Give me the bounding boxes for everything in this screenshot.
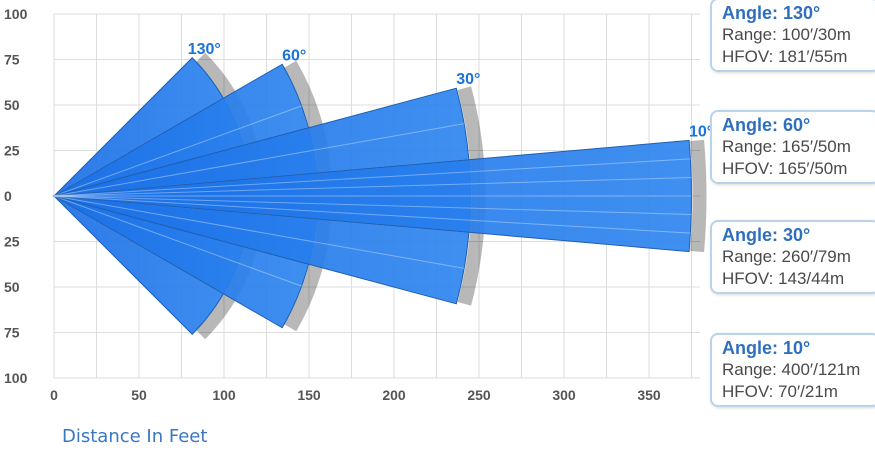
beam-10-deg [53,139,692,253]
x-tick-label: 50 [131,387,147,403]
info-box-130: Angle: 130° Range: 100′/30m HFOV: 181′/5… [710,0,875,72]
beam-angle-label: 60° [282,47,306,64]
info-box-10: Angle: 10° Range: 400′/121m HFOV: 70′/21… [710,333,875,407]
beam-shadow [690,139,707,253]
y-tick-label: 50 [4,279,20,295]
beam-ray [53,195,302,287]
beam-angle-label: 30° [456,71,480,88]
beam-ray [53,158,691,197]
info-hfov: HFOV: 70′/21m [722,382,838,401]
info-title: Angle: 60° [722,115,811,135]
x-tick-label: 150 [297,387,321,403]
info-range: Range: 400′/121m [722,360,861,379]
x-axis-label: Distance In Feet [62,426,208,447]
x-tick-label: 200 [382,387,406,403]
info-hfov: HFOV: 181′/55m [722,47,848,66]
beam-angle-label: 10° [689,123,713,140]
info-range: Range: 165′/50m [722,137,851,156]
beam-labels: 130° 60° 30° 10° [188,41,713,141]
beam-ray [53,195,691,234]
beam-ray [53,105,302,197]
y-tick-label: 25 [4,234,20,250]
info-box-60: Angle: 60° Range: 165′/50m HFOV: 165′/50… [710,110,875,184]
info-range: Range: 260′/79m [722,247,851,266]
info-title: Angle: 30° [722,225,811,245]
info-range: Range: 100′/30m [722,25,851,44]
y-tick-label: 75 [4,325,20,341]
x-tick-label: 350 [637,387,661,403]
x-tick-label: 300 [552,387,576,403]
info-title: Angle: 130° [722,3,821,23]
y-tick-label: 100 [4,370,28,386]
x-tick-label: 250 [467,387,491,403]
y-tick-label: 75 [4,52,20,68]
info-box-30: Angle: 30° Range: 260′/79m HFOV: 143/44m [710,220,875,294]
info-title: Angle: 10° [722,338,811,358]
beam-ray [53,195,465,269]
y-tick-label: 50 [4,97,20,113]
x-tick-label: 0 [50,387,58,403]
info-hfov: HFOV: 165′/50m [722,159,848,178]
beam-ray [53,176,692,197]
info-hfov: HFOV: 143/44m [722,269,845,288]
y-tick-label: 25 [4,143,20,159]
y-tick-label: 0 [4,188,12,204]
beam-ray [53,195,692,216]
beams [52,52,707,340]
beam-ray [53,123,465,197]
beam-angle-label: 130° [188,41,221,58]
y-tick-label: 100 [4,6,28,22]
x-tick-label: 100 [212,387,236,403]
